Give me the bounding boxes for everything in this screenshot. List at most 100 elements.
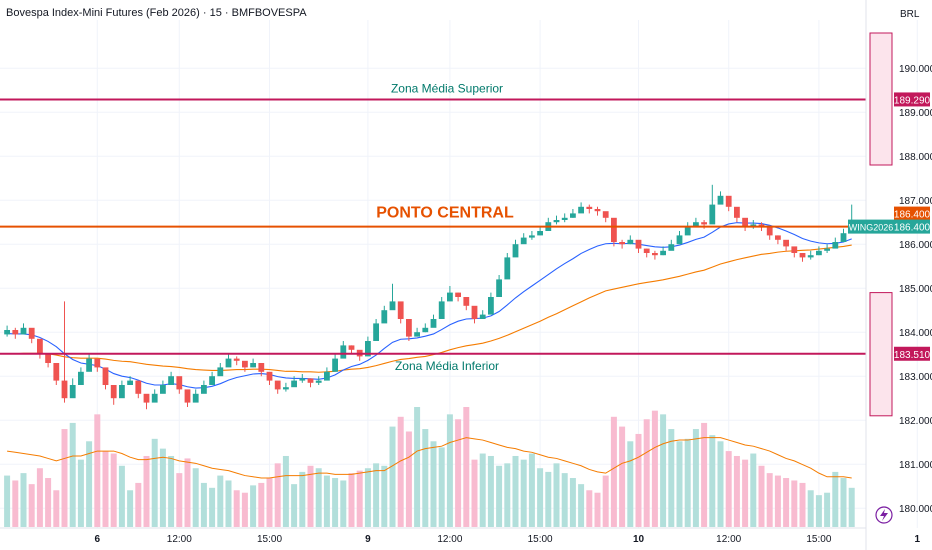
candle-body [734,206,740,218]
candle [102,367,109,390]
y-tick-label: 184.000 [899,328,932,339]
candle [447,286,453,302]
candle-body [299,378,306,381]
candle-body [676,235,683,245]
volume-bar [4,475,11,527]
candle [168,371,174,385]
candle-body [750,224,757,227]
x-tick-label: 12:00 [167,534,192,545]
candle [12,327,19,339]
volume-bar [455,419,462,527]
candle [586,204,593,214]
volume-bar [12,480,19,527]
candle-body [807,255,814,258]
candle [684,222,691,236]
volume-bar [791,480,798,527]
gridlines [0,20,918,528]
candle-body [602,211,609,218]
volume-bar [840,478,847,527]
volume-bar [561,473,568,527]
y-tick-label: 180.000 [899,504,932,515]
candlesticks [4,184,855,410]
candle-body [799,253,806,258]
candle [553,215,560,225]
candle-body [783,239,789,247]
volume-bar [848,487,855,527]
volume-bar [118,465,125,527]
volume-bar [225,480,232,527]
y-tick-label: 188.000 [899,152,932,163]
volume-bar [69,422,76,527]
volume-bar [430,441,437,527]
volume-bar [192,468,199,527]
volume-bar [323,475,330,527]
volume-bar [405,431,412,527]
volume-bar [471,459,478,527]
time-axis[interactable]: 6 12:00 15:00 9 12:00 15:00 10 12:00 15:00 1 [0,527,921,545]
y-tick-label: 186.000 [899,240,932,251]
candle-body [20,327,27,335]
candle [766,226,773,240]
candle [406,319,412,341]
candle [791,246,798,258]
volume-bar [282,455,289,527]
candle [266,371,273,385]
volume-bar [291,484,298,527]
volume-bar [28,484,35,527]
candle-body [652,253,658,256]
candle-body [742,217,748,227]
candle [438,297,445,319]
candle [578,202,584,214]
volume-bar [742,459,749,527]
volume-bar [332,478,339,527]
volume-bar [110,453,117,527]
candle-body [397,301,404,319]
candle-body [37,338,43,355]
candle-body [561,217,568,220]
candle [488,292,494,315]
volume-bar [233,490,240,527]
volume-bar [676,441,683,527]
volume-bar [619,426,626,527]
candle [127,376,133,385]
y-tick-label: 190.000 [899,64,932,75]
candle-body [151,393,158,403]
volume-bar [520,459,527,527]
candle-body [816,250,822,256]
volume-bar [758,465,765,527]
candle-body [455,292,461,297]
candle [619,239,625,249]
candle-body [684,226,691,236]
y-tick-label: 187.000 [899,196,932,207]
candle [775,235,781,245]
candle [668,239,675,251]
candle-body [12,330,19,335]
volume-bar [414,407,421,527]
candle-body [389,301,396,311]
volume-bar [45,478,52,527]
volume-bar [389,426,396,527]
alert-bolt-icon [880,509,888,521]
candle [832,237,839,249]
candle-body [488,297,494,315]
candle-body [406,319,412,337]
candle [479,310,486,319]
volume-bar [766,473,773,527]
y-tick-label: 185.000 [899,284,932,295]
volume-bar [307,465,314,527]
symbol-badge-text: WING2026 [849,223,894,233]
y-tick-label: 181.000 [899,460,932,471]
candle [365,336,371,357]
candle [315,376,322,385]
currency-label[interactable]: BRL [900,9,920,20]
candle-body [414,332,420,337]
volume-bar [496,465,503,527]
price-axis[interactable]: 180.000 181.000 182.000 183.000 184.000 185.0… [865,0,932,550]
volume-bar [77,459,84,527]
candle [381,305,388,324]
volume-bar [463,407,470,527]
level-badge-1-text: 183.510 [894,350,931,361]
candle [643,248,650,258]
